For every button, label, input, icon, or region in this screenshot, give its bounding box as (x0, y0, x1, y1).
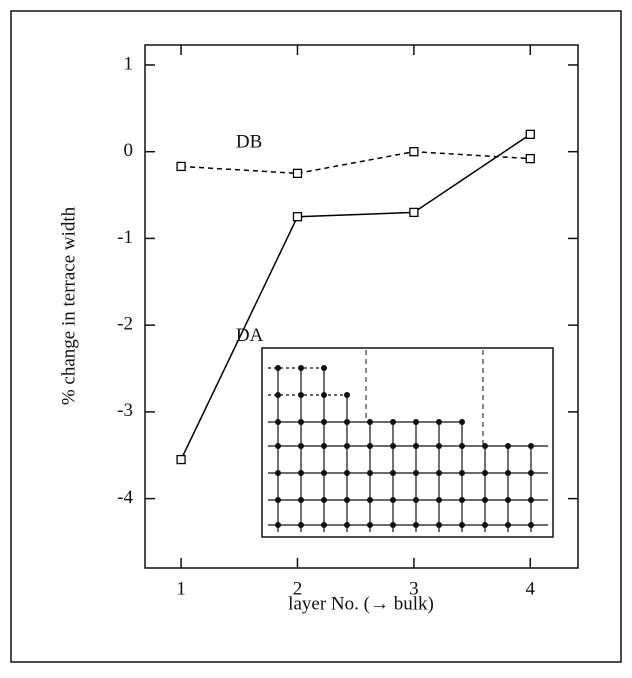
y-tick-label: -1 (117, 227, 133, 248)
plot-area (144, 44, 579, 569)
series-line (180, 133, 531, 460)
marker (176, 161, 186, 172)
series-label: DA (236, 325, 264, 346)
y-tick-label: -4 (117, 487, 133, 508)
frame (10, 10, 622, 663)
y-tick-label: -3 (117, 400, 133, 421)
y-tick-label: 1 (124, 53, 134, 74)
x-tick-label: 2 (293, 578, 303, 599)
marker (292, 212, 303, 222)
marker (409, 207, 419, 218)
marker (176, 454, 186, 465)
marker (525, 153, 535, 164)
x-tick-label: 1 (176, 578, 186, 599)
inset-diagram (261, 347, 554, 538)
y-tick-label: -2 (117, 314, 133, 335)
x-tick-label: 4 (526, 578, 536, 599)
marker (292, 168, 303, 179)
inset-frame (261, 347, 554, 538)
x-tick-label: 3 (409, 578, 419, 599)
x-axis-label: layer No. (→ bulk) (288, 593, 434, 614)
marker (409, 147, 419, 157)
y-axis-label: % change in terrace width (58, 206, 79, 405)
series-label: DB (236, 132, 262, 153)
marker (525, 129, 535, 139)
y-tick-label: 0 (124, 140, 134, 161)
series-line (181, 150, 531, 175)
